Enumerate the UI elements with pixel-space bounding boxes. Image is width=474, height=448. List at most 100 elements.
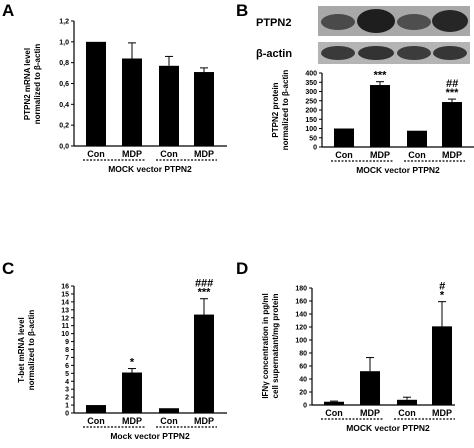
y-tick-label-c: 15 [61,291,69,298]
x-axis-group-label-b: MOCK vector PTPN2 [356,165,440,175]
y-tick-label-b: 350 [305,80,317,87]
y-tick-label-a: 0,8 [59,60,69,67]
blot-band-ptpn2-1 [321,14,355,30]
x-axis-group-label-d: MOCK vector PTPN2 [346,423,430,433]
x-category-label-c: Con [87,416,105,426]
y-tick-label-d: 0 [303,403,307,410]
y-tick-label-b: 400 [305,71,317,78]
y-tick-label-a: 0,4 [59,102,69,109]
blot-label-beta-actin: β-actin [256,48,292,60]
y-axis-title-line: normalized to β-actin [281,70,290,151]
significance-marker-b: *** [446,87,460,99]
blot-band-ptpn2-3 [397,14,431,30]
bar-b-4 [442,102,462,147]
y-axis-title-line: normalized to β-actin [27,310,36,391]
y-axis-title-a: PTPN2 mRNA levelnormalized to β-actin [23,44,42,125]
significance-marker-2-d: # [439,281,446,293]
y-tick-label-d: 100 [295,338,307,345]
x-category-label-b: MDP [442,150,462,160]
significance-marker-2-b: ## [446,78,459,90]
y-tick-label-d: 20 [299,390,307,397]
blot-band-actin-4 [433,46,467,60]
x-category-label-b: Con [408,150,426,160]
bar-d-2 [360,371,380,405]
blot-band-actin-2 [358,46,394,60]
y-tick-label-a: 0,6 [59,81,69,88]
y-tick-label-d: 140 [295,312,307,319]
significance-marker-d: * [440,290,445,302]
x-category-label-a: MDP [122,149,142,159]
bar-b-1 [334,128,354,147]
blot-label-ptpn2: PTPN2 [256,17,291,29]
y-axis-title-line: normalized to β-actin [33,44,42,125]
y-tick-label-c: 12 [61,315,69,322]
chart-panel-b: 0 50 100 150 200 250 300 350 400 PTPN2 proteinnor… [271,70,474,175]
x-axis-group-label-a: MOCK vector PTPN2 [108,164,192,174]
y-tick-label-c: 2 [65,395,69,402]
x-category-label-a: Con [160,149,178,159]
y-tick-label-b: 300 [305,89,317,96]
y-axis-title-d: IFNγ concentration in pg/mlcell supernat… [261,293,280,398]
bar-a-4 [194,72,214,146]
y-tick-label-b: 150 [305,117,317,124]
bar-d-3 [397,399,417,405]
x-category-label-a: MDP [194,149,214,159]
y-axis-title-b: PTPN2 proteinnormalized to β-actin [271,70,290,151]
x-category-label-c: MDP [194,416,214,426]
bar-c-2 [122,372,142,413]
bar-b-3 [407,130,427,147]
y-tick-label-c: 5 [65,371,69,378]
bar-d-4 [432,326,452,405]
y-axis-title-line: PTPN2 mRNA level [23,48,32,120]
bar-d-1 [324,401,344,405]
x-category-label-d: Con [398,408,416,418]
y-tick-label-c: 14 [61,299,69,306]
y-tick-label-c: 13 [61,307,69,314]
y-tick-label-c: 10 [61,331,69,338]
y-tick-label-d: 40 [299,377,307,384]
y-tick-label-a: 0,0 [59,144,69,151]
x-axis-group-label-c: Mock vector PTPN2 [110,431,190,441]
y-tick-label-a: 0,2 [59,123,69,130]
x-category-label-a: Con [87,149,105,159]
y-tick-label-c: 0 [65,411,69,418]
y-tick-label-d: 80 [299,351,307,358]
y-axis-title-c: T-bet mRNA levelnormalized to β-actin [17,310,36,391]
y-axis-title-line: IFNγ concentration in pg/ml [261,293,270,398]
x-category-label-d: Con [325,408,343,418]
y-tick-label-b: 50 [309,135,317,142]
bar-a-1 [86,41,106,147]
panel-letter-c: C [2,259,14,278]
bar-c-1 [86,405,106,413]
blot-band-ptpn2-4 [432,10,468,32]
y-tick-label-c: 6 [65,363,69,370]
y-tick-label-a: 1,0 [59,39,69,46]
blot-band-ptpn2-2 [357,9,395,33]
bar-c-4 [194,314,214,413]
y-tick-label-c: 1 [65,403,69,410]
x-category-label-d: MDP [432,408,452,418]
y-tick-label-c: 16 [61,284,69,291]
panel-letter-a: A [2,1,14,20]
y-tick-label-c: 4 [65,379,69,386]
y-tick-label-d: 60 [299,364,307,371]
y-tick-label-b: 0 [313,145,317,152]
significance-marker-c: * [130,357,135,369]
western-blot: PTPN2 β-actin [256,6,470,64]
x-category-label-b: Con [335,150,353,160]
bar-a-2 [122,58,142,146]
significance-marker-b: *** [374,70,388,82]
x-category-label-c: Con [160,416,178,426]
y-tick-label-c: 11 [62,323,70,330]
chart-panel-d: 0 20 40 60 80 100 120 140 160 180 IFNγ concentrati… [261,281,455,433]
bar-c-3 [159,408,179,413]
y-tick-label-c: 8 [65,347,69,354]
y-tick-label-b: 100 [305,126,317,133]
x-category-label-d: MDP [360,408,380,418]
significance-marker-2-c: ### [195,278,214,290]
y-tick-label-d: 120 [295,325,307,332]
y-tick-label-b: 250 [305,98,317,105]
y-tick-label-c: 3 [65,387,69,394]
